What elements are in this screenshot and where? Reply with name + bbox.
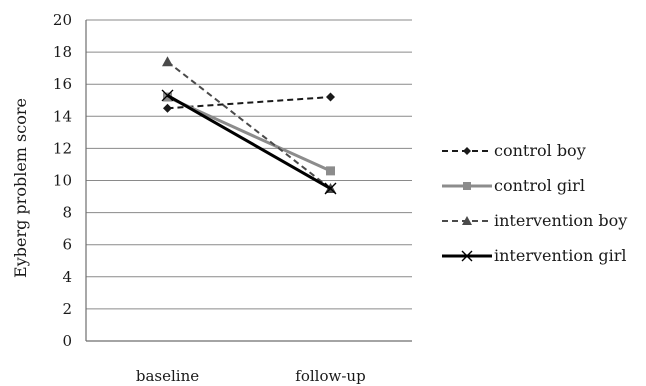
legend-item: intervention boy (442, 211, 627, 230)
y-tick-label: 18 (53, 43, 72, 61)
y-tick-label: 0 (62, 332, 72, 350)
y-axis-label: Eyberg problem score (11, 98, 30, 278)
data-point-x (461, 250, 473, 262)
legend-label: control girl (494, 176, 585, 195)
data-point-square (463, 182, 471, 190)
series-line (167, 96, 331, 110)
series-intervention-girl (161, 89, 337, 195)
data-point-x (161, 89, 174, 102)
legend-label: control boy (494, 141, 586, 160)
y-tick-label: 2 (62, 300, 72, 318)
y-tick-label: 12 (53, 139, 72, 157)
axes: 0 2 4 6 8 10 12 14 16 18 20 baseline follow-up (53, 11, 412, 385)
data-point-square (326, 166, 335, 176)
series-intervention-boy (162, 56, 336, 194)
data-point-diamond (163, 103, 172, 113)
grid (86, 19, 412, 310)
data-point-diamond (463, 147, 471, 155)
series-group (161, 56, 337, 195)
legend: control boy control girl intervention boy i… (442, 141, 627, 265)
data-point-diamond (326, 92, 335, 102)
y-tick-label: 20 (53, 11, 72, 29)
x-tick-label: follow-up (295, 367, 365, 385)
series-control-boy (163, 92, 335, 113)
series-control-girl (163, 92, 335, 176)
data-point-triangle (462, 216, 472, 225)
y-tick-label: 4 (62, 268, 72, 286)
y-tick-label: 14 (53, 107, 72, 125)
y-tick-label: 16 (53, 75, 72, 93)
series-line (166, 94, 332, 190)
y-tick-label: 6 (62, 236, 72, 254)
x-tick-label: baseline (136, 367, 199, 385)
series-line (166, 60, 332, 190)
legend-item: control girl (442, 176, 585, 195)
data-point-triangle (162, 56, 173, 67)
legend-item: intervention girl (442, 246, 626, 265)
data-point-x (324, 182, 337, 195)
y-tick-label: 10 (53, 172, 72, 190)
legend-label: intervention boy (494, 211, 627, 230)
legend-label: intervention girl (494, 246, 626, 265)
y-tick-label: 8 (62, 204, 72, 222)
legend-item: control boy (442, 141, 586, 160)
